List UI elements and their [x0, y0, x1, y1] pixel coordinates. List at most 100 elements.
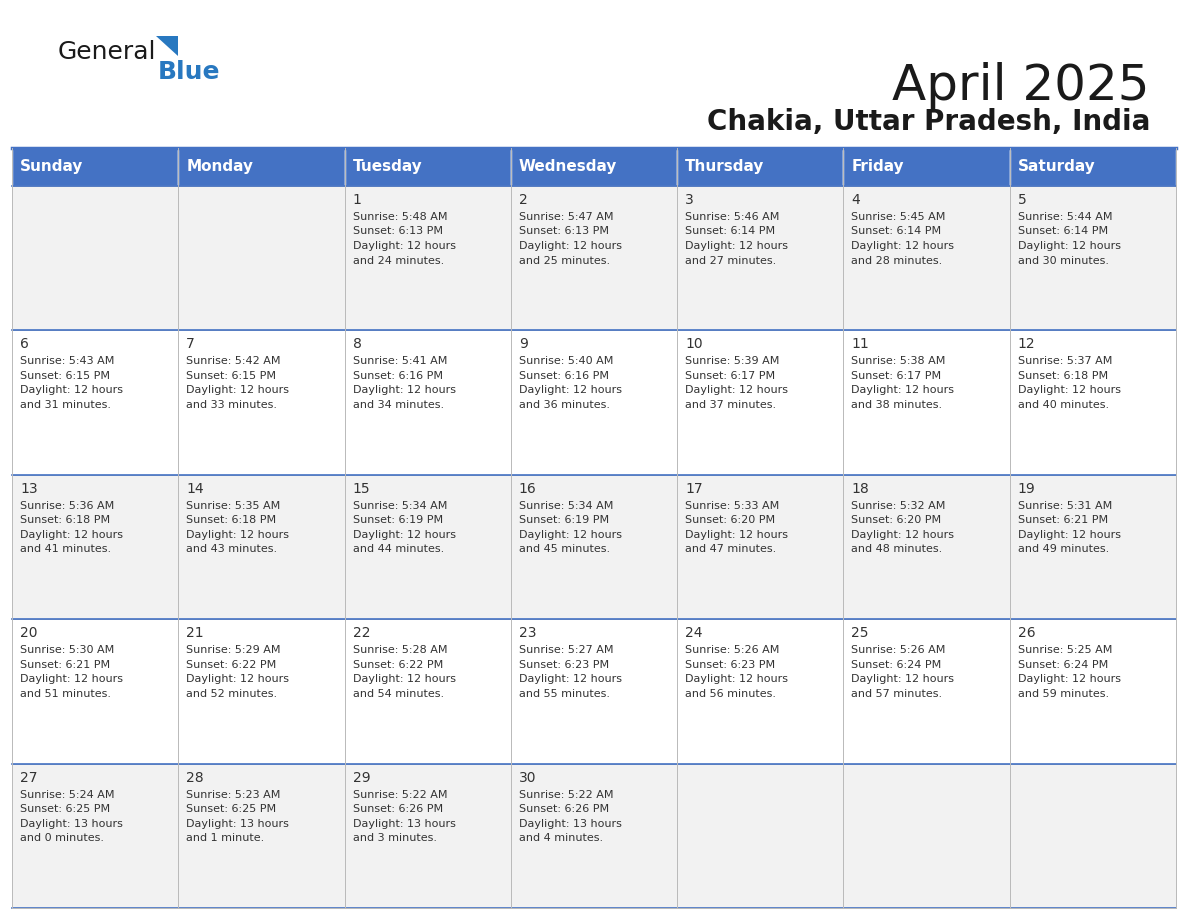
Bar — [511, 764, 677, 908]
Text: Sunrise: 5:23 AM: Sunrise: 5:23 AM — [187, 789, 280, 800]
Text: and 52 minutes.: and 52 minutes. — [187, 688, 278, 699]
Bar — [677, 764, 843, 908]
Text: Sunset: 6:21 PM: Sunset: 6:21 PM — [1018, 515, 1108, 525]
Text: Sunrise: 5:32 AM: Sunrise: 5:32 AM — [852, 501, 946, 510]
Bar — [677, 475, 843, 620]
Text: Friday: Friday — [852, 160, 904, 174]
Text: Sunrise: 5:22 AM: Sunrise: 5:22 AM — [519, 789, 613, 800]
Bar — [511, 186, 677, 330]
Text: Sunset: 6:18 PM: Sunset: 6:18 PM — [187, 515, 277, 525]
Text: Daylight: 12 hours: Daylight: 12 hours — [685, 386, 788, 396]
Text: Daylight: 12 hours: Daylight: 12 hours — [519, 674, 621, 684]
Text: and 34 minutes.: and 34 minutes. — [353, 400, 443, 410]
Text: Monday: Monday — [187, 160, 253, 174]
Bar — [345, 620, 511, 764]
Text: Sunrise: 5:26 AM: Sunrise: 5:26 AM — [852, 645, 946, 655]
Text: 23: 23 — [519, 626, 536, 640]
Text: and 45 minutes.: and 45 minutes. — [519, 544, 609, 554]
Bar — [1010, 620, 1176, 764]
Text: Sunset: 6:14 PM: Sunset: 6:14 PM — [685, 227, 776, 237]
Bar — [12, 620, 178, 764]
Text: and 49 minutes.: and 49 minutes. — [1018, 544, 1108, 554]
Bar — [345, 764, 511, 908]
Bar — [677, 620, 843, 764]
Text: 16: 16 — [519, 482, 537, 496]
Text: Sunset: 6:26 PM: Sunset: 6:26 PM — [353, 804, 443, 814]
Bar — [178, 475, 345, 620]
Text: April 2025: April 2025 — [892, 62, 1150, 110]
Text: Daylight: 12 hours: Daylight: 12 hours — [353, 530, 455, 540]
Text: Sunset: 6:19 PM: Sunset: 6:19 PM — [353, 515, 443, 525]
Text: Daylight: 12 hours: Daylight: 12 hours — [1018, 386, 1120, 396]
Text: 1: 1 — [353, 193, 361, 207]
Text: and 47 minutes.: and 47 minutes. — [685, 544, 777, 554]
Bar — [178, 330, 345, 475]
Bar — [178, 620, 345, 764]
Text: 20: 20 — [20, 626, 38, 640]
Bar — [843, 330, 1010, 475]
Text: 8: 8 — [353, 338, 361, 352]
Text: 27: 27 — [20, 770, 38, 785]
Text: Daylight: 12 hours: Daylight: 12 hours — [519, 386, 621, 396]
Bar — [843, 620, 1010, 764]
Text: Sunset: 6:13 PM: Sunset: 6:13 PM — [519, 227, 609, 237]
Text: 5: 5 — [1018, 193, 1026, 207]
Text: Sunset: 6:17 PM: Sunset: 6:17 PM — [685, 371, 776, 381]
Text: 3: 3 — [685, 193, 694, 207]
Text: Sunrise: 5:45 AM: Sunrise: 5:45 AM — [852, 212, 946, 222]
Text: Daylight: 12 hours: Daylight: 12 hours — [187, 530, 290, 540]
Bar — [345, 330, 511, 475]
Text: 15: 15 — [353, 482, 371, 496]
Text: 2: 2 — [519, 193, 527, 207]
Text: and 27 minutes.: and 27 minutes. — [685, 255, 777, 265]
Bar — [511, 620, 677, 764]
Text: Daylight: 12 hours: Daylight: 12 hours — [852, 241, 954, 251]
Text: Saturday: Saturday — [1018, 160, 1095, 174]
Text: Thursday: Thursday — [685, 160, 765, 174]
Text: Sunset: 6:24 PM: Sunset: 6:24 PM — [852, 660, 942, 670]
Text: Sunset: 6:24 PM: Sunset: 6:24 PM — [1018, 660, 1108, 670]
Text: Sunset: 6:18 PM: Sunset: 6:18 PM — [20, 515, 110, 525]
Text: 26: 26 — [1018, 626, 1035, 640]
Text: 21: 21 — [187, 626, 204, 640]
Text: Sunset: 6:19 PM: Sunset: 6:19 PM — [519, 515, 609, 525]
Text: and 38 minutes.: and 38 minutes. — [852, 400, 942, 410]
Text: 4: 4 — [852, 193, 860, 207]
Text: General: General — [58, 40, 157, 64]
Text: and 3 minutes.: and 3 minutes. — [353, 834, 436, 843]
Bar — [345, 475, 511, 620]
Bar — [178, 186, 345, 330]
Text: and 37 minutes.: and 37 minutes. — [685, 400, 776, 410]
Text: Sunrise: 5:34 AM: Sunrise: 5:34 AM — [353, 501, 447, 510]
Text: Sunrise: 5:40 AM: Sunrise: 5:40 AM — [519, 356, 613, 366]
Bar — [12, 475, 178, 620]
Text: Sunset: 6:17 PM: Sunset: 6:17 PM — [852, 371, 942, 381]
Bar — [12, 148, 178, 186]
Polygon shape — [156, 36, 178, 56]
Text: Daylight: 12 hours: Daylight: 12 hours — [1018, 674, 1120, 684]
Text: 30: 30 — [519, 770, 536, 785]
Text: Sunset: 6:26 PM: Sunset: 6:26 PM — [519, 804, 609, 814]
Text: Sunrise: 5:46 AM: Sunrise: 5:46 AM — [685, 212, 779, 222]
Text: Sunset: 6:15 PM: Sunset: 6:15 PM — [20, 371, 110, 381]
Text: Daylight: 12 hours: Daylight: 12 hours — [187, 674, 290, 684]
Text: 13: 13 — [20, 482, 38, 496]
Text: Sunset: 6:14 PM: Sunset: 6:14 PM — [852, 227, 942, 237]
Text: and 59 minutes.: and 59 minutes. — [1018, 688, 1108, 699]
Text: 22: 22 — [353, 626, 371, 640]
Bar — [1010, 186, 1176, 330]
Text: Daylight: 12 hours: Daylight: 12 hours — [20, 530, 124, 540]
Text: Daylight: 12 hours: Daylight: 12 hours — [353, 386, 455, 396]
Text: Sunset: 6:20 PM: Sunset: 6:20 PM — [685, 515, 776, 525]
Text: Daylight: 12 hours: Daylight: 12 hours — [519, 530, 621, 540]
Text: and 4 minutes.: and 4 minutes. — [519, 834, 604, 843]
Text: and 36 minutes.: and 36 minutes. — [519, 400, 609, 410]
Bar — [12, 330, 178, 475]
Text: Sunset: 6:25 PM: Sunset: 6:25 PM — [20, 804, 110, 814]
Text: Sunrise: 5:42 AM: Sunrise: 5:42 AM — [187, 356, 280, 366]
Text: Sunrise: 5:47 AM: Sunrise: 5:47 AM — [519, 212, 613, 222]
Text: Sunset: 6:21 PM: Sunset: 6:21 PM — [20, 660, 110, 670]
Bar — [178, 148, 345, 186]
Text: Daylight: 12 hours: Daylight: 12 hours — [685, 241, 788, 251]
Bar — [12, 764, 178, 908]
